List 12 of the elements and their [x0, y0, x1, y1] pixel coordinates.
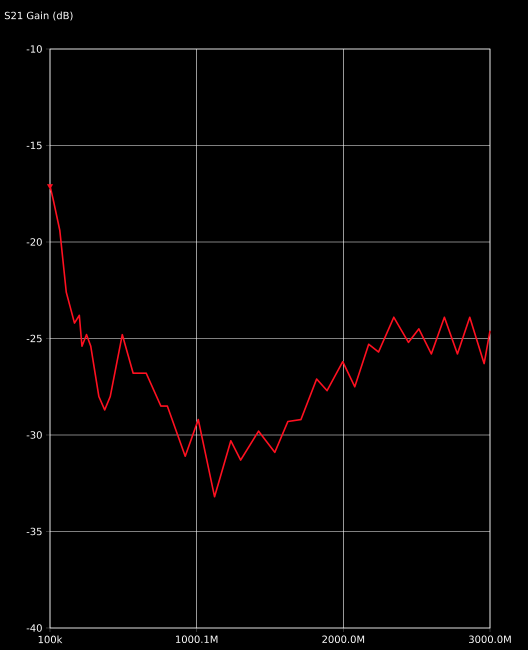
y-axis-title: S21 Gain (dB) — [4, 12, 73, 20]
y-tick-label: -40 — [26, 624, 42, 632]
x-tick-label: 1000.1M — [176, 636, 218, 644]
y-tick-label: -10 — [26, 45, 42, 53]
y-tick-label: -25 — [26, 334, 42, 342]
x-tick-label: 2000.0M — [322, 636, 364, 644]
y-tick-label: -30 — [26, 431, 42, 439]
y-tick-label: -35 — [26, 528, 42, 536]
x-tick-label: 100k — [38, 636, 62, 644]
y-tick-label: -15 — [26, 142, 42, 150]
y-tick-label: -20 — [26, 238, 42, 246]
x-tick-label: 3000.0M — [469, 636, 511, 644]
